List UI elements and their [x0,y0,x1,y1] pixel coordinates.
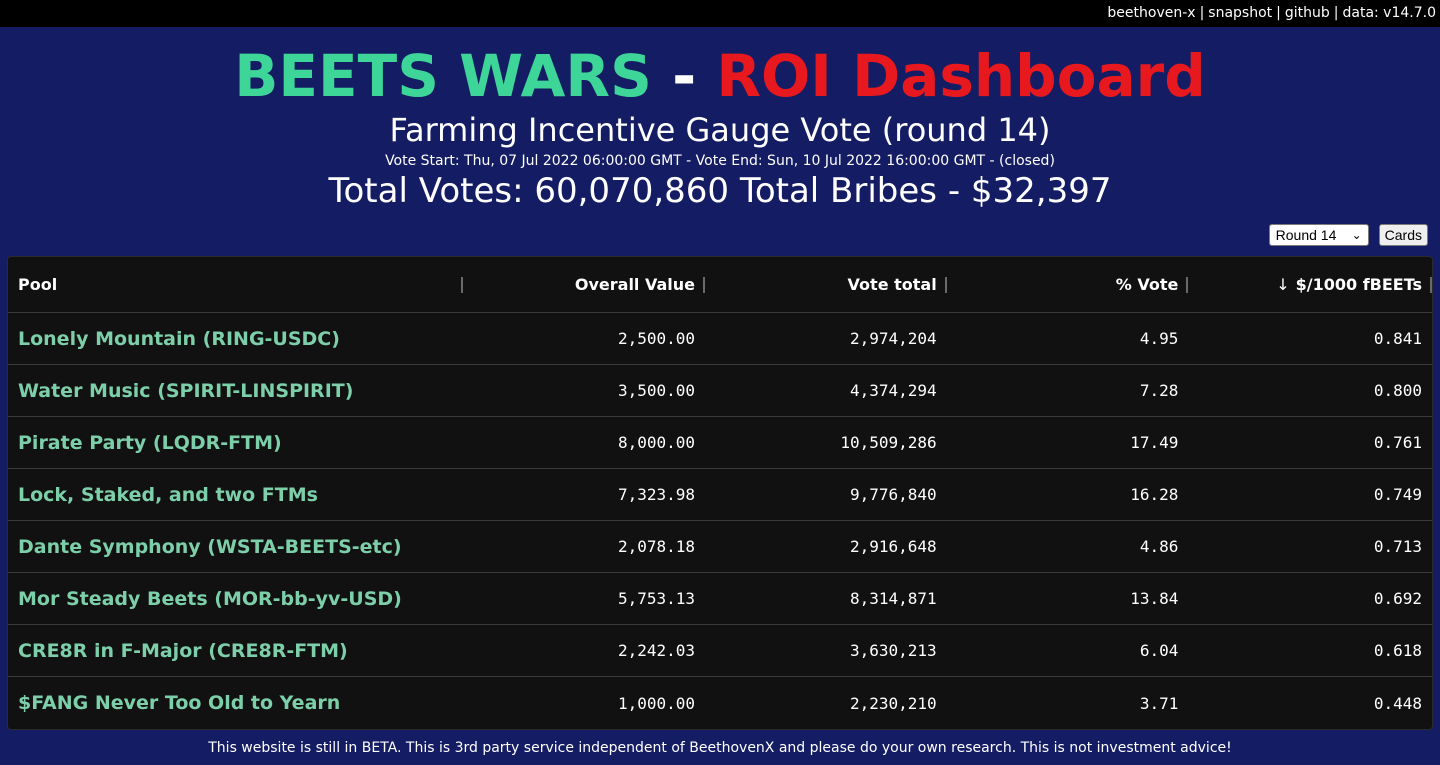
vote-dates: Vote Start: Thu, 07 Jul 2022 06:00:00 GM… [385,153,1055,169]
disclaimer-footer: This website is still in BETA. This is 3… [208,740,1232,756]
pool-cell: $FANG Never Too Old to Yearn [8,677,463,729]
vote-total-cell: 2,916,648 [849,537,937,556]
roi-cell: 0.618 [1373,641,1423,660]
overall-value-cell: 7,323.98 [617,485,696,504]
separator: | [1199,5,1205,21]
pool-cell: Dante Symphony (WSTA-BEETS-etc) [8,521,463,572]
roi-cell: 0.749 [1373,485,1423,504]
vote-total-cell: 2,230,210 [849,693,937,713]
title-roi-dashboard: ROI Dashboard [716,42,1206,110]
vote-total-cell: 9,776,840 [849,485,937,504]
column-resize-handle[interactable] [703,277,706,293]
pool-link[interactable]: Water Music (SPIRIT-LINSPIRIT) [18,379,354,402]
link-beethoven-x[interactable]: beethoven-x [1107,5,1196,21]
pool-link[interactable]: Lock, Staked, and two FTMs [18,483,318,506]
page-subtitle: Farming Incentive Gauge Vote (round 14) [389,111,1051,149]
table-row[interactable]: Lock, Staked, and two FTMs 7,323.98 9,77… [8,469,1432,521]
column-header-roi[interactable]: ↓ $/1000 fBEETs [1188,257,1432,312]
table-row[interactable]: $FANG Never Too Old to Yearn 1,000.00 2,… [8,677,1432,729]
pct-vote-cell: 3.71 [1139,693,1179,713]
overall-value-cell: 3,500.00 [617,381,696,400]
vote-total-cell: 10,509,286 [840,433,937,452]
overall-value-cell: 8,000.00 [617,433,696,452]
pct-vote-cell: 7.28 [1139,381,1179,400]
column-resize-handle[interactable] [1186,277,1189,293]
roi-cell: 0.841 [1373,329,1423,348]
roi-cell: 0.692 [1373,589,1423,608]
column-header-vote-total[interactable]: Vote total [705,257,947,312]
totals-summary: Total Votes: 60,070,860 Total Bribes - $… [328,171,1112,211]
pct-vote-cell: 4.95 [1139,329,1179,348]
column-resize-handle[interactable] [1430,277,1432,293]
table-header-row: Pool Overall Value Vote total % Vote ↓ $… [8,257,1432,313]
column-header-vote-total-label: Vote total [847,275,937,294]
column-header-pool[interactable]: Pool [8,257,464,312]
separator: | [1276,5,1281,21]
chevron-down-icon: ⌄ [1351,228,1362,242]
column-header-pct-vote[interactable]: % Vote [947,257,1189,312]
pool-link[interactable]: $FANG Never Too Old to Yearn [18,692,341,714]
pool-cell: CRE8R in F-Major (CRE8R-FTM) [8,625,463,676]
table-row[interactable]: Pirate Party (LQDR-FTM) 8,000.00 10,509,… [8,417,1432,469]
vote-total-cell: 2,974,204 [849,329,937,348]
overall-value-cell: 2,500.00 [617,329,696,348]
round-select[interactable]: Round 14 ⌄ [1268,224,1369,246]
controls: Round 14 ⌄ Cards [1268,224,1428,246]
cards-button[interactable]: Cards [1378,224,1428,246]
link-github[interactable]: github [1284,5,1330,21]
column-header-pool-label: Pool [18,275,58,294]
pct-vote-cell: 6.04 [1139,641,1179,660]
table-row[interactable]: CRE8R in F-Major (CRE8R-FTM) 2,242.03 3,… [8,625,1432,677]
table-row[interactable]: Mor Steady Beets (MOR-bb-yv-USD) 5,753.1… [8,573,1432,625]
pool-link[interactable]: Lonely Mountain (RING-USDC) [18,327,340,350]
column-resize-handle[interactable] [461,277,464,293]
pct-vote-cell: 16.28 [1130,485,1179,504]
roi-cell: 0.800 [1373,381,1423,400]
pct-vote-cell: 17.49 [1130,433,1179,452]
overall-value-cell: 2,242.03 [617,641,696,660]
overall-value-cell: 2,078.18 [617,537,696,556]
column-resize-handle[interactable] [944,277,947,293]
vote-total-cell: 4,374,294 [849,381,937,400]
column-header-roi-label: $/1000 fBEETs [1295,275,1423,294]
roi-cell: 0.448 [1373,693,1423,713]
pool-cell: Water Music (SPIRIT-LINSPIRIT) [8,365,463,416]
separator: | [1333,5,1339,21]
table-row[interactable]: Water Music (SPIRIT-LINSPIRIT) 3,500.00 … [8,365,1432,417]
pool-link[interactable]: Dante Symphony (WSTA-BEETS-etc) [18,535,402,558]
table-row[interactable]: Dante Symphony (WSTA-BEETS-etc) 2,078.18… [8,521,1432,573]
roi-cell: 0.713 [1373,537,1423,556]
pool-cell: Lonely Mountain (RING-USDC) [8,313,463,364]
page-title: BEETS WARS - ROI Dashboard [0,40,1440,112]
pools-table: Pool Overall Value Vote total % Vote ↓ $… [7,256,1433,730]
pool-cell: Mor Steady Beets (MOR-bb-yv-USD) [8,573,463,624]
pool-link[interactable]: Pirate Party (LQDR-FTM) [18,431,282,454]
pool-cell: Lock, Staked, and two FTMs [8,469,463,520]
vote-total-cell: 8,314,871 [849,589,937,608]
title-beets-wars: BEETS WARS [234,42,652,110]
sort-arrow-down-icon: ↓ [1276,275,1290,294]
link-snapshot[interactable]: snapshot [1208,5,1273,21]
pool-link[interactable]: CRE8R in F-Major (CRE8R-FTM) [18,639,348,662]
column-header-overall-value[interactable]: Overall Value [463,257,706,312]
link-data-version[interactable]: data: v14.7.0 [1342,5,1436,21]
pool-cell: Pirate Party (LQDR-FTM) [8,417,463,468]
overall-value-cell: 1,000.00 [617,693,696,713]
pct-vote-cell: 4.86 [1139,537,1179,556]
pct-vote-cell: 13.84 [1130,589,1179,608]
round-select-value: Round 14 [1275,227,1337,243]
overall-value-cell: 5,753.13 [617,589,696,608]
roi-cell: 0.761 [1373,433,1423,452]
column-header-pct-vote-label: % Vote [1115,275,1179,294]
title-dash: - [672,42,697,110]
top-nav-bar: beethoven-x | snapshot | github | data: v14.7.… [0,0,1440,27]
pool-link[interactable]: Mor Steady Beets (MOR-bb-yv-USD) [18,587,402,610]
table-row[interactable]: Lonely Mountain (RING-USDC) 2,500.00 2,9… [8,313,1432,365]
vote-total-cell: 3,630,213 [849,641,937,660]
column-header-overall-value-label: Overall Value [574,275,696,294]
